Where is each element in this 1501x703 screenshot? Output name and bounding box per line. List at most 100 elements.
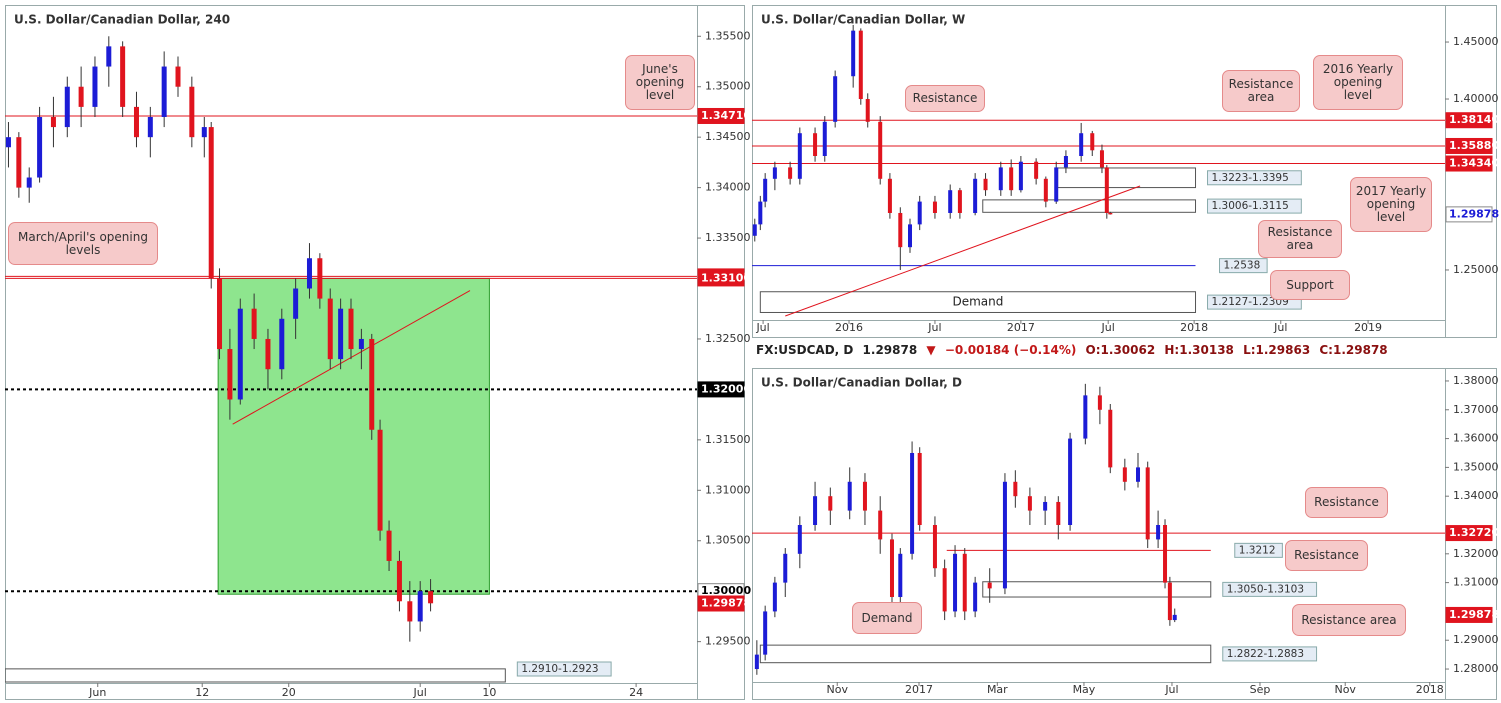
zone-tag: 1.2822-1.2883 [1227,648,1304,660]
candle-body [957,190,962,213]
candle-body [133,106,139,138]
candle-body [279,318,285,370]
y-tick-label: 1.40000 [1453,92,1499,105]
change: −0.00184 (−0.14%) [944,343,1077,357]
y-tick-label: 1.36000 [1453,432,1499,445]
price-tag-box [1445,155,1493,172]
y-tick-label: 1.29500 [705,635,751,648]
x-tick-label: May [1073,683,1096,696]
candle-body [962,553,967,612]
panel-frame [752,368,1497,700]
price-tag-box [697,595,745,612]
callout: June's opening level [625,55,695,110]
candle-body [833,76,838,122]
y-tick-label: 1.32500 [705,332,751,345]
candle-body [1043,178,1048,202]
zone [5,668,506,683]
price-tag-box [1445,137,1493,154]
candle-body [217,278,223,350]
candle-body [754,654,759,670]
chart-title: U.S. Dollar/Canadian Dollar, 240 [14,13,230,27]
y-tick-label: 1.33500 [705,231,751,244]
candle-body [5,137,11,148]
candle-body [251,308,257,339]
y-tick-label: 1.37000 [1453,403,1499,416]
candle-body [772,582,777,612]
price-tag-box [1445,606,1493,623]
candle-body [1097,395,1102,410]
price-tag: 1.29878 [1449,207,1499,220]
candle-body [889,539,894,598]
x-tick-label: Nov [1334,683,1356,696]
y-tick-label: 1.35000 [1453,460,1499,473]
y-tick-label: 1.25000 [1453,263,1499,276]
candle-body [1108,409,1113,468]
candle-body [910,452,915,554]
zone-tag: 1.2910-1.2923 [521,663,598,675]
candle-body [37,116,43,178]
low: L:1.29863 [1243,343,1311,357]
candle-body [201,127,207,138]
price-tag-box [697,270,745,287]
candle-body [758,201,763,225]
y-tick-label: 1.31000 [1453,576,1499,589]
level-tag: 1.3212 [1239,544,1276,556]
candle-body [1018,161,1023,191]
candle-body [293,288,299,319]
candle-body [358,338,364,350]
close: C:1.29878 [1319,343,1388,357]
x-tick-label: Jul [1101,321,1115,334]
x-tick-label: 20 [282,686,296,699]
zone [982,199,1197,213]
y-tick-label: 1.34500 [705,130,751,143]
x-tick-label: 2018 [1180,321,1208,334]
callout: 2016 Yearly opening level [1313,55,1403,110]
candle-body [92,66,98,107]
callout: Resistance [1285,540,1368,571]
last-price: 1.29878 [862,343,918,357]
candle-body [26,177,32,188]
candle-body [106,46,112,67]
y-tick-label: 1.32000 [1453,547,1499,560]
zone-tag-box [1207,198,1302,214]
level-tag-box [1219,258,1268,274]
callout: Resistance area [1258,220,1342,258]
zone-name: Demand [952,295,1003,309]
candle-body [1156,525,1161,540]
zone-tag: 1.3223-1.3395 [1212,172,1289,184]
candle-body [78,86,84,107]
candle-body [175,66,181,87]
x-tick-label: Jul [755,321,769,334]
candle-body [788,167,793,179]
candle-body [1104,167,1109,213]
candle-body [898,553,903,598]
candle-body [1145,467,1150,540]
candle-body [763,611,768,655]
change-arrow: ▼ [926,343,936,357]
candle-body [348,308,354,350]
x-tick-label: 2017 [1007,321,1035,334]
candle-body [865,99,870,122]
y-tick-label: 1.35000 [705,80,751,93]
candle-body [1056,501,1061,525]
y-tick-label: 1.45000 [1453,35,1499,48]
price-tag: 1.34710 [701,109,751,122]
candle-body [898,212,903,248]
y-tick-label: 1.38000 [1453,374,1499,387]
candle-body [1027,496,1032,511]
candle-body [797,525,802,554]
price-tag-box [697,381,745,398]
candle-body [932,201,937,213]
x-tick-label: 24 [629,686,643,699]
candle-body [862,481,867,511]
candle-body [1002,481,1007,589]
candle-body [227,349,233,400]
x-tick-label: Jul [1273,321,1287,334]
candle-body [1054,167,1059,202]
candle-body [878,121,883,179]
price-tag: 1.32720 [1449,526,1499,539]
candle-body [120,46,126,107]
open: O:1.30062 [1085,343,1156,357]
candle-body [847,481,852,511]
